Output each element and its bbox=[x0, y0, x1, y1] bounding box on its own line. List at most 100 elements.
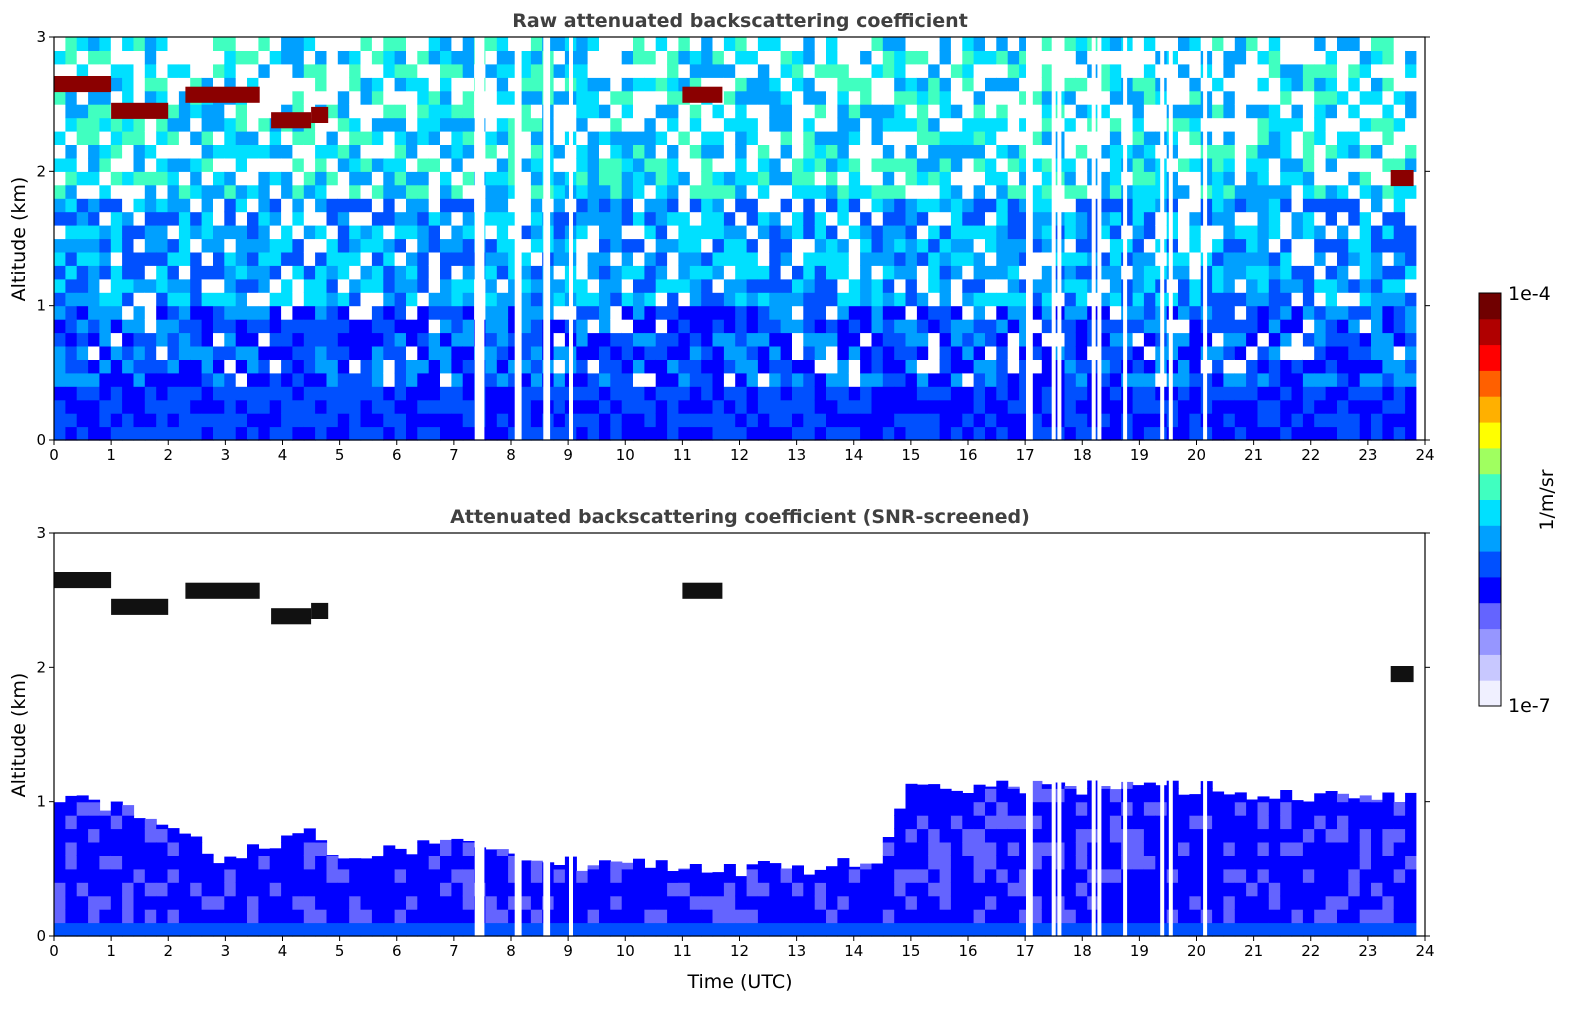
heat-cell bbox=[190, 238, 203, 253]
heat-cell bbox=[1405, 131, 1418, 145]
heat-cell bbox=[1075, 426, 1088, 441]
heat-cell bbox=[894, 372, 907, 387]
heat-cell bbox=[1268, 104, 1281, 119]
heat-cell bbox=[712, 922, 725, 937]
heat-cell bbox=[1223, 292, 1236, 307]
heat-cell bbox=[973, 37, 986, 51]
heat-cell bbox=[1371, 909, 1383, 924]
heat-cell bbox=[383, 292, 396, 307]
heat-cell bbox=[757, 63, 770, 78]
heat-cell bbox=[281, 278, 294, 293]
heat-cell bbox=[530, 63, 543, 78]
heat-cell bbox=[1280, 144, 1293, 159]
heat-cell bbox=[1348, 855, 1361, 870]
heat-cell bbox=[1280, 842, 1293, 856]
heat-cell bbox=[519, 909, 532, 924]
heat-cell bbox=[349, 184, 362, 199]
heat-cell bbox=[1371, 157, 1383, 172]
heat-cell bbox=[315, 868, 328, 883]
heat-cell bbox=[1382, 319, 1395, 334]
heat-cell bbox=[701, 104, 714, 119]
heat-cell bbox=[712, 872, 725, 883]
missing-data-gap bbox=[543, 37, 548, 440]
heat-cell bbox=[167, 346, 180, 360]
heat-cell bbox=[156, 238, 169, 253]
heat-cell bbox=[950, 801, 963, 816]
heat-cell bbox=[1359, 882, 1372, 897]
heat-cell bbox=[587, 238, 600, 253]
heat-cell bbox=[417, 131, 430, 145]
heat-cell bbox=[1246, 157, 1259, 172]
heat-cell bbox=[746, 332, 759, 347]
heat-cell bbox=[428, 90, 441, 105]
heat-cell bbox=[281, 198, 294, 213]
heat-cell bbox=[1143, 278, 1156, 293]
heat-cell bbox=[871, 305, 884, 320]
heat-cell bbox=[757, 895, 770, 910]
heat-cell bbox=[1143, 426, 1156, 441]
heat-cell bbox=[905, 372, 918, 387]
heat-cell bbox=[621, 386, 634, 401]
heat-cell bbox=[349, 292, 362, 307]
heat-cell bbox=[610, 50, 623, 65]
heat-cell bbox=[678, 399, 691, 414]
heat-cell bbox=[1121, 828, 1134, 843]
heat-cell bbox=[735, 104, 748, 119]
heat-cell bbox=[156, 171, 169, 186]
heat-cell bbox=[315, 238, 328, 253]
heat-cell bbox=[349, 251, 362, 266]
heat-cell bbox=[462, 922, 475, 937]
heat-cell bbox=[1064, 426, 1077, 441]
heat-cell bbox=[1132, 855, 1145, 870]
heat-cell bbox=[1109, 265, 1122, 280]
heat-cell bbox=[905, 868, 918, 883]
heat-cell bbox=[1041, 157, 1054, 172]
heat-cell bbox=[655, 90, 668, 105]
heat-cell bbox=[1337, 184, 1349, 199]
heat-cell bbox=[860, 319, 873, 334]
heat-cell bbox=[1143, 265, 1156, 280]
heat-cell bbox=[1382, 426, 1395, 441]
heat-cell bbox=[644, 265, 657, 280]
heat-cell bbox=[99, 292, 112, 307]
heat-cell bbox=[133, 144, 146, 159]
heat-cell bbox=[746, 909, 759, 924]
heat-cell bbox=[99, 868, 112, 883]
heat-cell bbox=[315, 50, 328, 65]
heat-cell bbox=[303, 251, 316, 266]
heat-cell bbox=[1223, 225, 1236, 240]
heat-cell bbox=[1121, 413, 1134, 428]
heat-cell bbox=[144, 332, 157, 347]
heat-cell bbox=[1064, 346, 1077, 360]
heat-cell bbox=[633, 171, 645, 186]
heat-cell bbox=[746, 77, 759, 92]
heat-cell bbox=[326, 855, 339, 870]
heat-cell bbox=[985, 909, 997, 924]
heat-cell bbox=[939, 426, 952, 441]
heat-cell bbox=[962, 346, 975, 360]
heat-cell bbox=[337, 305, 350, 320]
heat-cell bbox=[247, 238, 259, 253]
heat-cell bbox=[122, 426, 135, 441]
heat-cell bbox=[349, 278, 362, 293]
heat-cell bbox=[950, 855, 963, 870]
heat-cell bbox=[610, 144, 623, 159]
heat-cell bbox=[1325, 413, 1338, 428]
heat-cell bbox=[1337, 346, 1349, 360]
heat-cell bbox=[1109, 77, 1122, 92]
heat-cell bbox=[258, 225, 271, 240]
heat-cell bbox=[1007, 828, 1020, 843]
heat-cell bbox=[1223, 251, 1236, 266]
heat-cell bbox=[985, 386, 997, 401]
heat-cell bbox=[1291, 131, 1304, 145]
heat-cell bbox=[1189, 855, 1202, 870]
heat-cell bbox=[1325, 292, 1338, 307]
heat-cell bbox=[1041, 332, 1054, 347]
heat-cell bbox=[394, 144, 407, 159]
heat-cell bbox=[1212, 815, 1225, 830]
heat-cell bbox=[1143, 238, 1156, 253]
heat-cell bbox=[1064, 251, 1077, 266]
heat-cell bbox=[1291, 399, 1304, 414]
heat-cell bbox=[803, 319, 816, 334]
heat-cell bbox=[76, 184, 89, 199]
